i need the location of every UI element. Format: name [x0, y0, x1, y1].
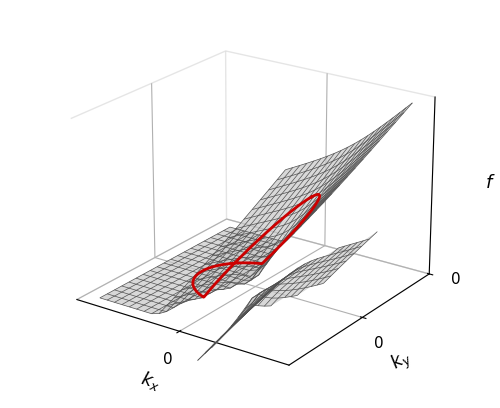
Y-axis label: $k_y$: $k_y$	[386, 346, 416, 377]
X-axis label: $k_x$: $k_x$	[138, 368, 164, 394]
